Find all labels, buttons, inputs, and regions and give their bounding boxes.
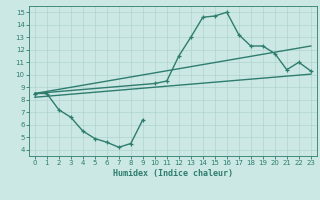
X-axis label: Humidex (Indice chaleur): Humidex (Indice chaleur) — [113, 169, 233, 178]
